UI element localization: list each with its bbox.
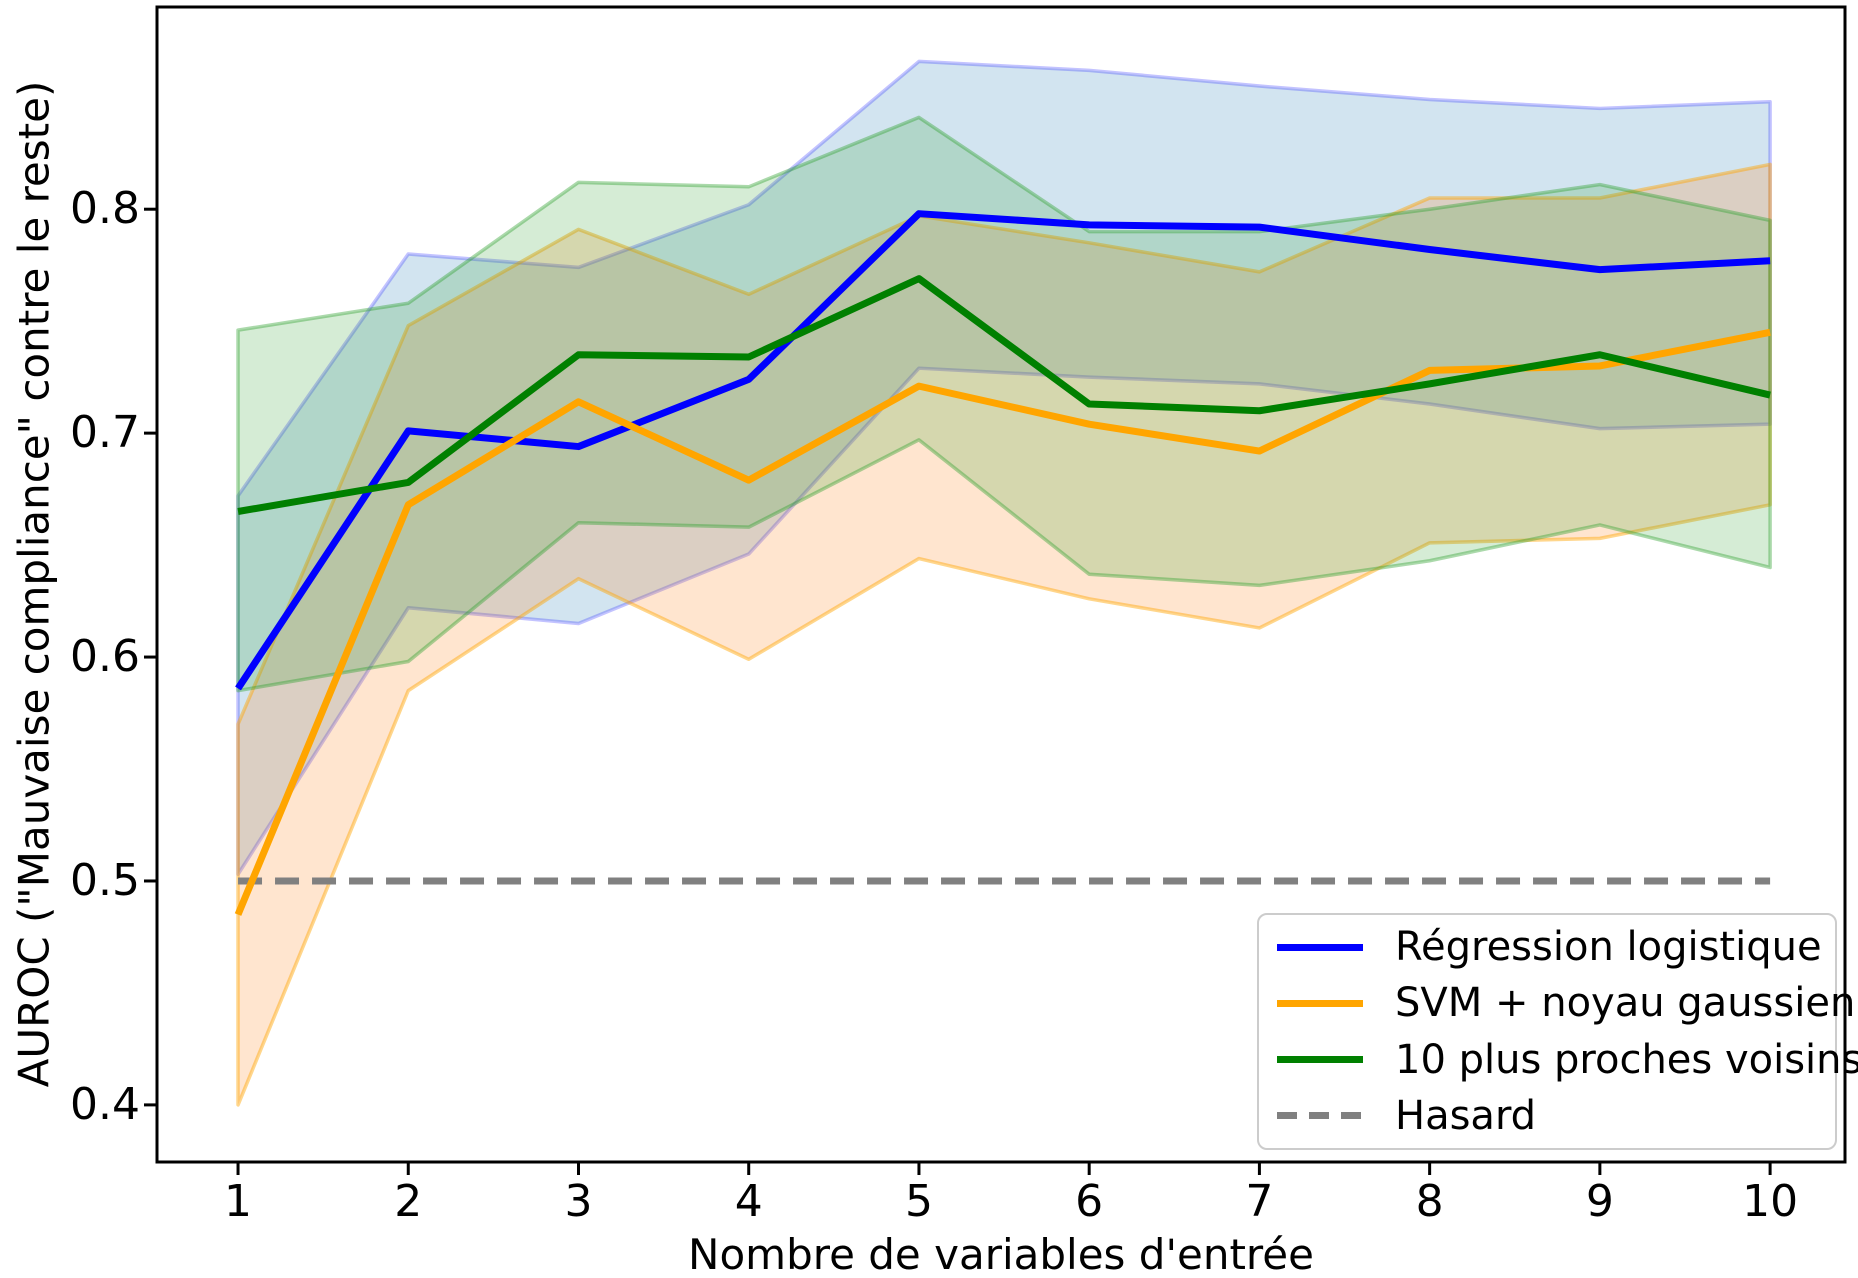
x-tick-label-10: 10 <box>1742 1176 1799 1227</box>
series-line-regression-logistique <box>235 210 1771 691</box>
x-tick-label-7: 7 <box>1245 1176 1274 1227</box>
y-tick-label-0.4: 0.4 <box>70 1078 140 1130</box>
legend-item-regression-logistique: Régression logistique <box>1277 923 1835 971</box>
series-line-10-plus-proches-voisins <box>237 275 1771 515</box>
legend-label-svm-noyau-gaussien: SVM + noyau gaussien <box>1395 980 1856 1027</box>
x-tick-label-3: 3 <box>564 1176 593 1227</box>
x-tick-label-8: 8 <box>1415 1176 1444 1227</box>
legend-line-sample-regression-logistique <box>1277 943 1363 951</box>
legend-line-sample-10-plus-proches-voisins <box>1277 1056 1363 1064</box>
legend-item-svm-noyau-gaussien: SVM + noyau gaussien <box>1277 979 1855 1027</box>
confidence-band-svm-noyau-gaussien <box>236 162 1772 1107</box>
x-tick-label-4: 4 <box>734 1176 763 1227</box>
y-tick-label-0.8: 0.8 <box>70 183 140 235</box>
y-tick-label-0.7: 0.7 <box>70 407 140 459</box>
x-tick-label-9: 9 <box>1585 1176 1614 1227</box>
x-tick-label-6: 6 <box>1075 1176 1104 1227</box>
y-tick-label-0.5: 0.5 <box>70 854 140 906</box>
legend-line-sample-hasard <box>1277 1112 1363 1120</box>
legend-item-hasard: Hasard <box>1277 1092 1835 1140</box>
legend-label-regression-logistique: Régression logistique <box>1395 924 1822 971</box>
legend: Régression logistique SVM + noyau gaussie… <box>1257 913 1858 1150</box>
confidence-band-regression-logistique <box>236 59 1772 877</box>
x-tick-label-1: 1 <box>224 1176 253 1227</box>
legend-label-hasard: Hasard <box>1395 1092 1537 1139</box>
y-tick-label-0.6: 0.6 <box>70 631 140 683</box>
legend-line-sample-svm-noyau-gaussien <box>1277 999 1363 1007</box>
x-tick-label-5: 5 <box>904 1176 933 1227</box>
legend-label-10-plus-proches-voisins: 10 plus proches voisins <box>1395 1036 1858 1083</box>
x-axis-label: Nombre de variables d'entrée <box>688 1230 1314 1278</box>
x-tick-label-2: 2 <box>394 1176 423 1227</box>
legend-item-10-plus-proches-voisins: 10 plus proches voisins <box>1277 1036 1858 1084</box>
axes-frame <box>155 5 1847 1164</box>
